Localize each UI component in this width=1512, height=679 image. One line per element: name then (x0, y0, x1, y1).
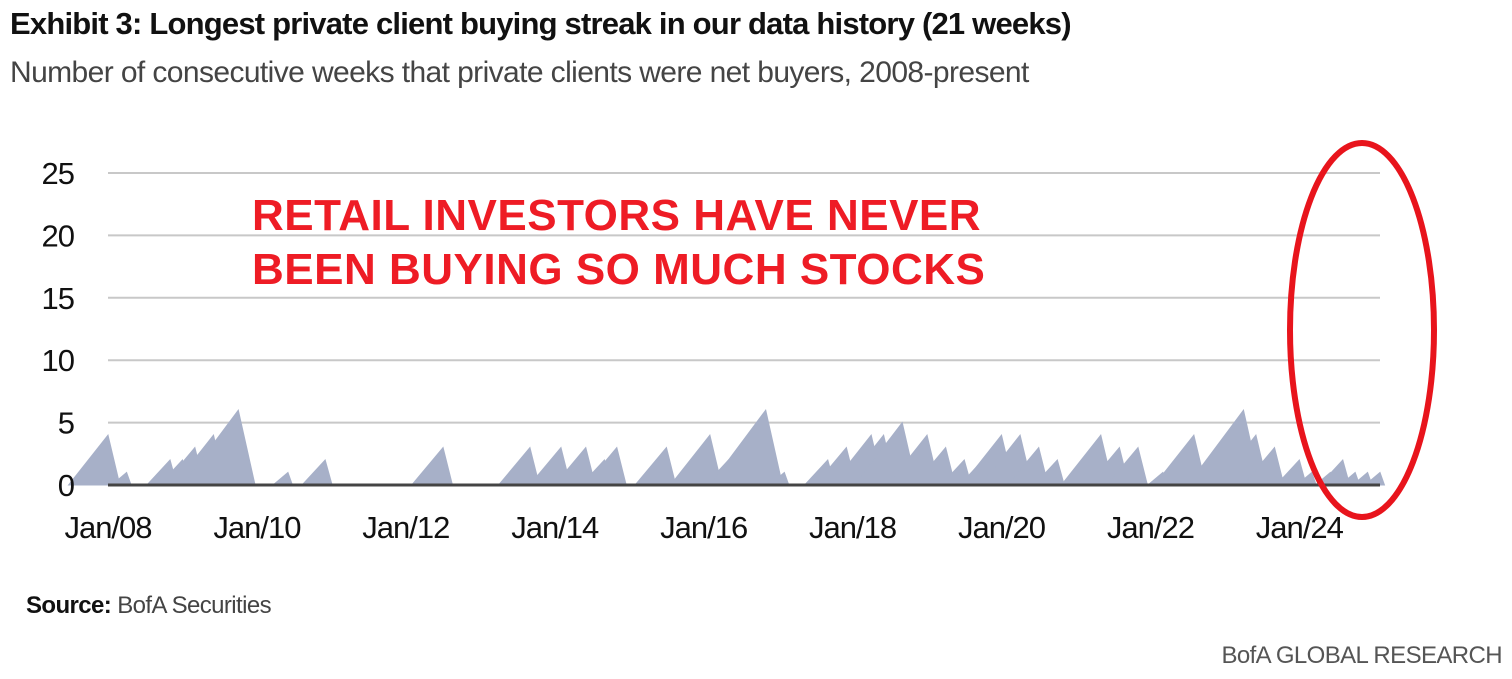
x-tick-label: Jan/18 (809, 510, 896, 545)
y-tick-label: 5 (58, 406, 74, 441)
x-tick-label: Jan/16 (660, 510, 747, 545)
y-tick-label: 20 (42, 218, 75, 253)
x-tick-label: Jan/22 (1107, 510, 1194, 545)
area-spike (708, 408, 784, 486)
gridlines (108, 172, 1380, 424)
chart-title: Exhibit 3: Longest private client buying… (10, 6, 1072, 41)
x-tick-label: Jan/14 (511, 510, 599, 545)
x-tick-label: Jan/20 (958, 510, 1046, 545)
annotation-line-2: BEEN BUYING SO MUCH STOCKS (252, 245, 985, 294)
area-spike (584, 446, 627, 486)
area-spike (634, 446, 677, 486)
x-tick-label: Jan/24 (1256, 510, 1344, 545)
annotation-callout: RETAIL INVESTORS HAVE NEVER BEEN BUYING … (252, 191, 985, 294)
brand-footer: BofA GLOBAL RESEARCH (1221, 642, 1502, 669)
x-tick-label: Jan/12 (362, 510, 449, 545)
y-tick-label: 15 (42, 281, 74, 316)
area-spike (300, 459, 333, 486)
area-spike (181, 408, 256, 486)
y-tick-label: 10 (42, 343, 75, 378)
area-spike (497, 446, 540, 486)
area-spike (271, 471, 294, 486)
chart-subtitle: Number of consecutive weeks that private… (10, 56, 1029, 89)
x-axis-tick-labels: Jan/08 Jan/10 Jan/12 Jan/14 Jan/16 Jan/18 Jan/… (64, 510, 1344, 545)
y-axis-tick-labels: 0 5 10 15 20 25 (42, 156, 76, 503)
area-spike (410, 446, 454, 486)
x-tick-label: Jan/08 (64, 510, 151, 545)
x-tick-label: Jan/10 (213, 510, 301, 545)
source-label: Source: (26, 592, 112, 619)
area-spike (67, 433, 121, 486)
streak-area-series (67, 408, 1386, 486)
source-text: BofA Securities (117, 592, 271, 619)
y-tick-label: 25 (42, 156, 74, 191)
annotation-line-1: RETAIL INVESTORS HAVE NEVER (252, 191, 981, 240)
y-tick-label: 0 (58, 468, 75, 503)
source-note: Source: BofA Securities (26, 592, 272, 620)
highlight-ellipse (1287, 140, 1437, 520)
